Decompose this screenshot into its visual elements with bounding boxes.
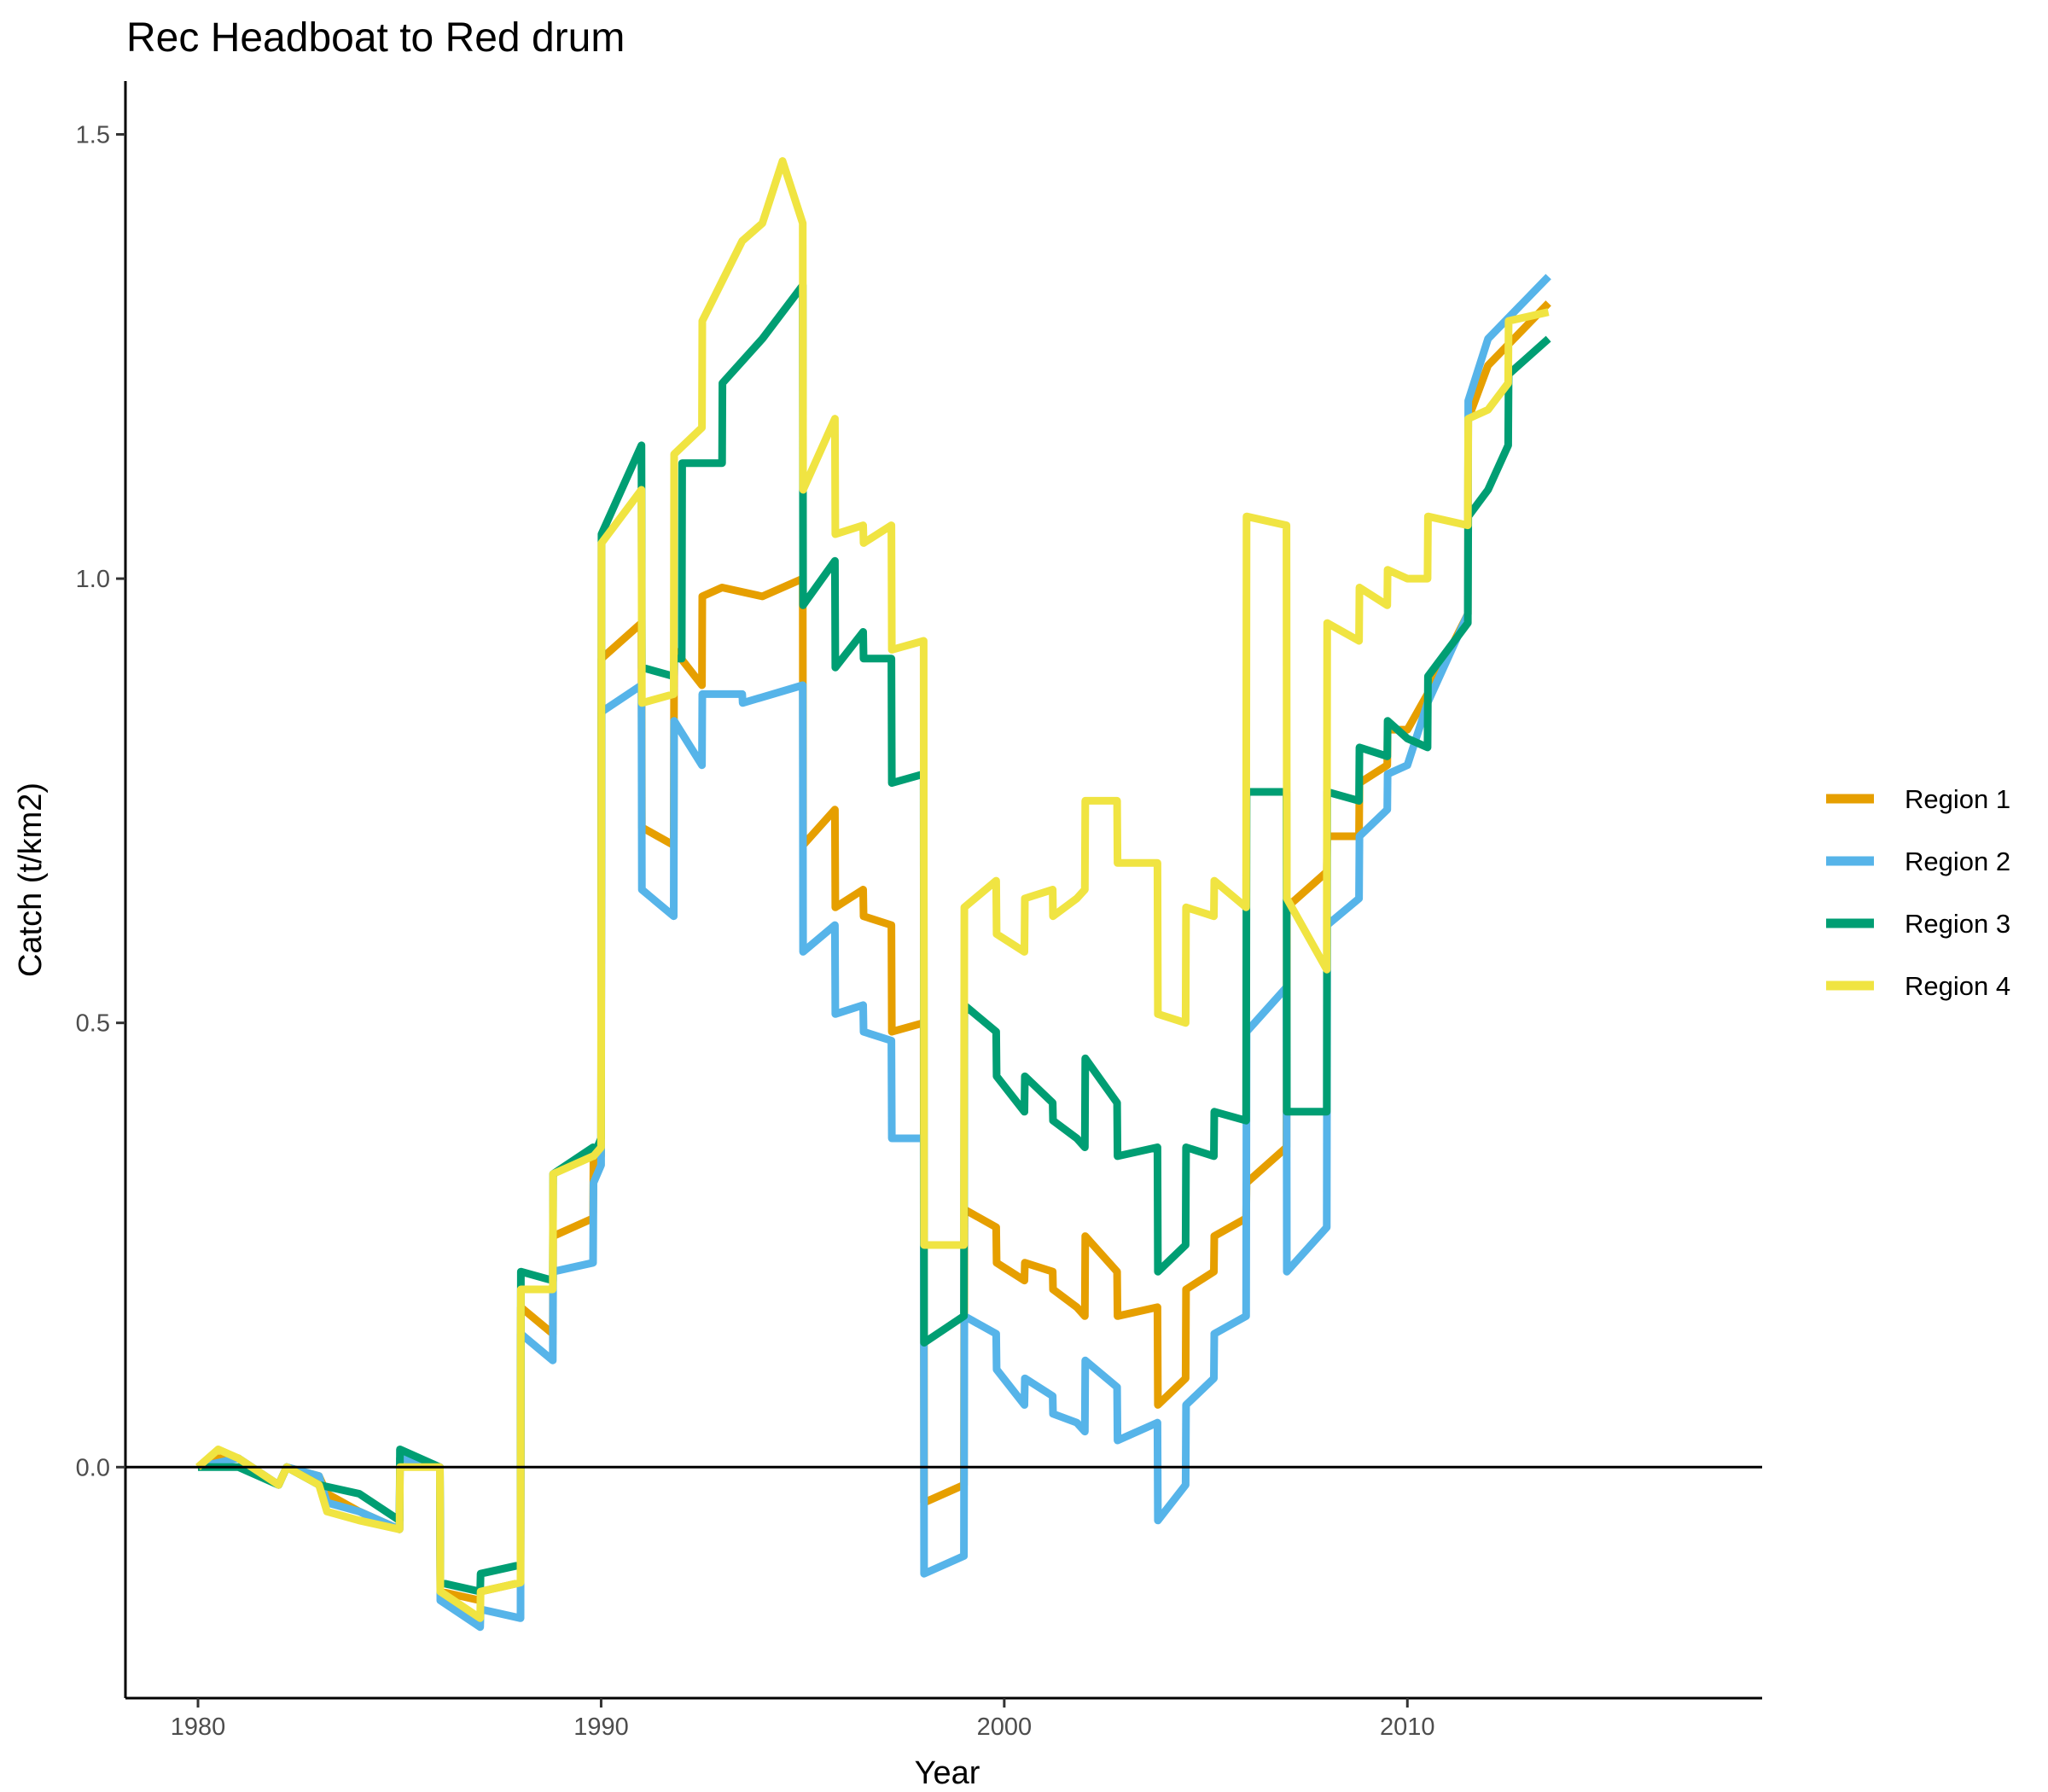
legend-label-region-1: Region 1 (1905, 784, 2010, 814)
x-tick-label: 2010 (1380, 1713, 1435, 1741)
legend-label-region-4: Region 4 (1905, 971, 2010, 1001)
y-axis-title: Catch (t/km2) (13, 783, 49, 977)
y-tick-label: 1.0 (76, 566, 110, 593)
chart-title: Rec Headboat to Red drum (126, 15, 625, 61)
legend-label-region-2: Region 2 (1905, 847, 2010, 876)
legend: Region 1 Region 2 Region 3 Region 4 (1826, 784, 2010, 1001)
series-line-region-4 (195, 157, 1550, 1622)
series-line-region-2 (197, 273, 1551, 1632)
plot-area: 1980 1990 2000 2010 0.0 0.5 1.0 1.5 (76, 81, 1762, 1741)
y-tick-label: 0.5 (76, 1010, 110, 1038)
y-tick-label: 0.0 (76, 1454, 110, 1481)
series-layer (195, 157, 1551, 1632)
x-tick-label: 2000 (977, 1713, 1033, 1741)
x-tick-label: 1980 (171, 1713, 226, 1741)
x-axis-ticks: 1980 1990 2000 2010 (171, 1698, 1435, 1741)
y-axis-ticks: 0.0 0.5 1.0 1.5 (76, 121, 125, 1481)
x-tick-label: 1990 (573, 1713, 629, 1741)
x-axis-title: Year (915, 1755, 980, 1791)
y-tick-label: 1.5 (76, 121, 110, 148)
legend-label-region-3: Region 3 (1905, 909, 2010, 939)
